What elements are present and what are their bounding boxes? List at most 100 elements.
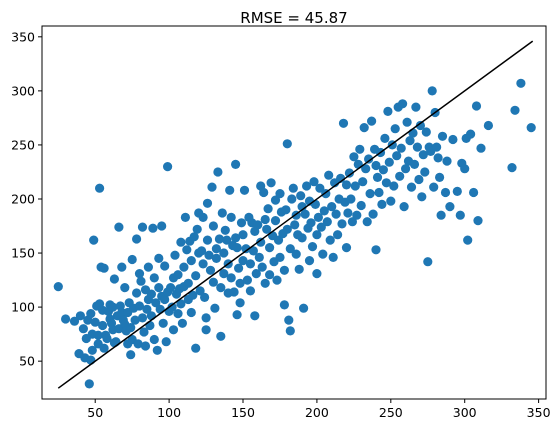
data-point [182,245,192,255]
data-point [275,189,285,199]
x-tick-label: 250 [379,405,403,420]
data-point [435,172,445,182]
data-point [140,341,151,351]
data-point [69,316,80,326]
data-point [231,233,241,243]
data-point [114,222,124,232]
data-point [337,219,347,229]
data-point [179,262,189,272]
data-point [208,221,218,231]
data-point [95,183,105,193]
data-point [253,220,263,230]
data-point [418,150,428,160]
data-point [285,326,295,336]
data-point [282,139,292,149]
data-point [90,317,100,327]
data-point [270,195,281,205]
data-point [239,185,250,195]
data-point [371,245,381,255]
data-point [282,224,292,234]
plot-frame [41,25,547,400]
data-point [195,286,205,296]
data-point [361,164,371,174]
data-point [281,205,291,215]
data-point [297,233,307,243]
data-point [364,154,374,164]
data-point [87,345,97,355]
data-point [133,339,143,349]
data-point [358,177,368,187]
data-point [440,187,451,198]
data-point [201,325,211,335]
x-tick-label: 100 [157,405,181,420]
data-point [210,303,220,313]
y-tick-label: 200 [11,191,35,206]
data-point [148,223,158,233]
data-point [219,248,229,258]
data-point [202,235,213,245]
data-point [420,167,430,177]
data-point [510,105,520,115]
data-point [176,299,186,309]
data-point [183,278,193,288]
data-point [214,234,224,244]
data-point [191,271,201,281]
data-point [217,208,227,218]
data-point [86,309,96,319]
data-point [75,311,85,321]
data-point [386,196,396,206]
data-point [346,194,356,204]
data-point [349,152,359,162]
y-tick-label: 350 [11,29,35,44]
data-point [306,218,316,228]
data-point [120,283,130,293]
line-layer [57,40,534,389]
data-point [279,265,289,275]
data-point [154,253,164,263]
data-point [102,333,112,344]
data-point [232,243,242,253]
data-point [325,235,335,245]
data-point [371,160,381,171]
data-point [177,318,187,328]
data-point [216,331,226,341]
data-point [355,144,365,154]
data-point [389,181,399,191]
data-point [145,320,155,331]
data-point [452,186,462,196]
data-point [132,234,142,244]
data-point [189,232,199,242]
data-point [191,343,201,353]
data-point [143,262,153,272]
chart-title: RMSE = 45.87 [240,9,347,27]
data-point [168,325,179,335]
data-point [158,318,168,328]
data-point [226,212,236,222]
data-point [235,278,245,288]
data-point [216,283,226,293]
data-point [432,142,442,152]
data-point [146,311,156,321]
data-point [192,224,202,234]
y-tick-label: 250 [11,137,35,152]
data-point [160,261,170,271]
data-point [374,187,384,198]
data-point [154,283,164,293]
data-point [383,106,393,116]
data-point [137,313,148,323]
data-point [401,164,411,174]
data-point [198,212,208,222]
data-point [299,303,309,313]
data-point [395,171,405,181]
data-point [469,187,479,198]
data-point [300,209,310,219]
data-point [471,101,482,111]
data-point [234,263,244,273]
data-point [157,221,167,231]
y-tick-label: 50 [19,354,35,369]
data-point [415,120,425,131]
data-point [427,86,437,96]
data-point [213,167,223,177]
data-point [176,237,186,247]
data-point [341,243,352,253]
